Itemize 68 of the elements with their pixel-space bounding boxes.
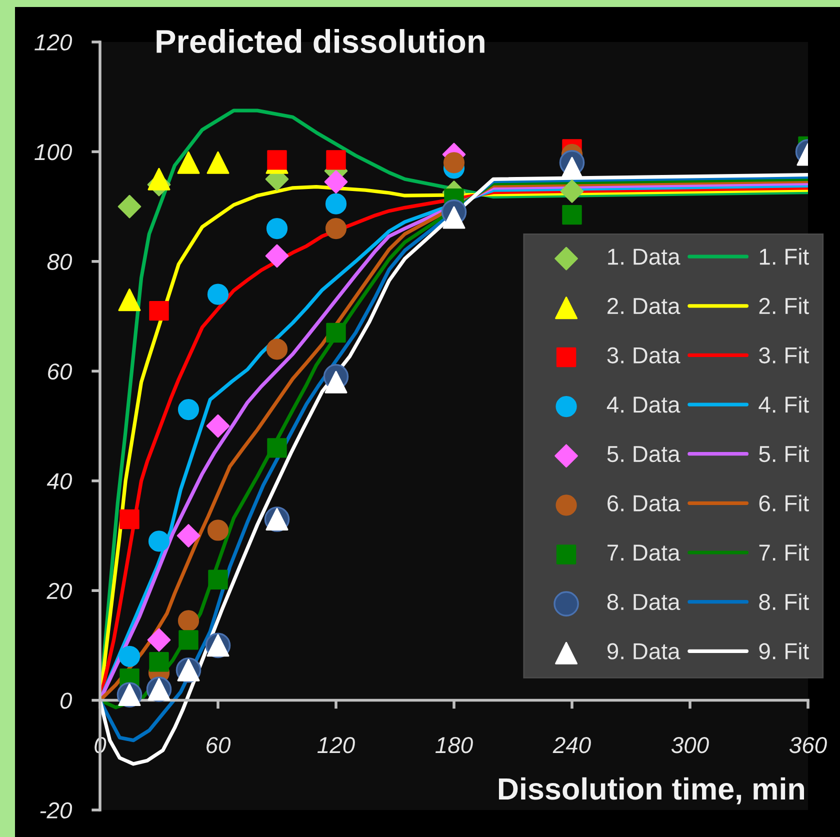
legend-label: 4. Fit <box>758 396 809 413</box>
point <box>326 322 346 343</box>
point <box>177 151 200 174</box>
legend-label: 9. Data <box>607 643 680 660</box>
point <box>147 628 171 652</box>
point <box>118 288 141 312</box>
point <box>118 646 140 667</box>
point <box>148 168 170 190</box>
legend-label: 7. Data <box>608 544 680 561</box>
legend-label: 9. Fit <box>759 642 809 660</box>
legend-label: 4. Data <box>606 396 680 413</box>
point <box>118 194 142 218</box>
point <box>442 206 466 229</box>
point <box>149 652 169 672</box>
y-tick-label: 60 <box>48 363 72 380</box>
legend-label: 3. Fit <box>759 346 809 364</box>
point <box>265 244 289 268</box>
point <box>176 524 200 548</box>
point <box>208 570 228 590</box>
legend-label: 8. Fit <box>759 593 809 610</box>
point <box>267 438 287 458</box>
point <box>206 151 230 174</box>
point <box>178 398 200 420</box>
legend-label: 2. Fit <box>759 297 809 314</box>
x-axis-title: Dissolution time, min <box>498 777 804 804</box>
point <box>325 218 347 240</box>
x-tick-label: 240 <box>552 737 591 754</box>
point <box>120 509 140 530</box>
point <box>325 193 347 214</box>
y-tick-label: 20 <box>46 582 72 600</box>
point <box>266 338 288 360</box>
x-tick-label: 120 <box>317 737 355 754</box>
legend-label: 7. Fit <box>759 544 809 561</box>
legend-label: 8. Data <box>607 594 680 610</box>
y-tick-label: 120 <box>34 34 72 51</box>
point <box>324 170 348 194</box>
point <box>326 150 346 170</box>
legend-label: 5. Fit <box>759 445 809 462</box>
legend-label: 1. Data <box>608 248 680 265</box>
point <box>266 218 288 240</box>
x-tick-label: 60 <box>206 737 231 754</box>
point <box>267 150 287 170</box>
point <box>148 530 170 552</box>
legend-label: 2. Data <box>608 298 680 314</box>
x-tick-label: 180 <box>435 737 473 754</box>
x-tick-label: 360 <box>789 737 827 754</box>
y-tick-label: 80 <box>47 254 72 270</box>
point <box>324 370 348 394</box>
legend-label: 1. Fit <box>760 248 809 265</box>
chart-title: Predicted dissolution <box>156 29 484 54</box>
point <box>560 180 584 203</box>
point <box>206 414 230 438</box>
y-tick-label: 100 <box>34 144 72 160</box>
legend-label: 3. Data <box>607 347 680 364</box>
point <box>207 520 229 541</box>
x-tick-label: 300 <box>671 737 709 754</box>
y-tick-label: 0 <box>60 692 72 709</box>
point <box>178 610 200 632</box>
point <box>178 630 198 650</box>
point <box>149 300 169 321</box>
legend-label: 6. Fit <box>759 494 809 512</box>
legend-label: 6. Data <box>608 495 680 512</box>
point <box>562 204 582 225</box>
legend-label: 5. Data <box>607 446 680 462</box>
y-tick-label: -20 <box>40 802 72 819</box>
point <box>443 152 465 174</box>
y-tick-label: 40 <box>46 473 72 490</box>
point <box>207 284 229 305</box>
